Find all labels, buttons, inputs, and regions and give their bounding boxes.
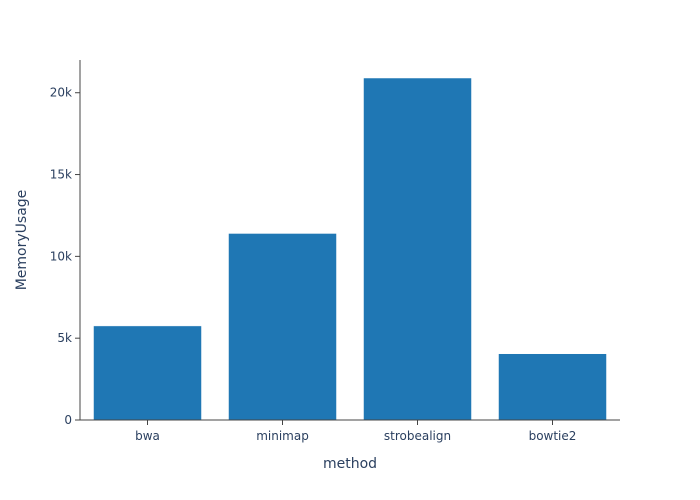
bar-strobealign bbox=[363, 77, 472, 421]
bar-bowtie2 bbox=[498, 353, 607, 421]
y-tick-label: 15k bbox=[50, 168, 72, 182]
bars-layer bbox=[93, 77, 607, 421]
y-tick-label: 5k bbox=[57, 331, 72, 345]
x-tick-label: strobealign bbox=[384, 429, 451, 443]
x-tick-label: bwa bbox=[135, 429, 160, 443]
y-axis-title: MemoryUsage bbox=[14, 190, 30, 291]
x-tick-label: minimap bbox=[256, 429, 309, 443]
bar-minimap bbox=[228, 233, 337, 421]
x-ticks: bwa minimap strobealign bowtie2 bbox=[135, 420, 576, 443]
x-tick-label: bowtie2 bbox=[529, 429, 577, 443]
y-tick-label: 10k bbox=[50, 249, 72, 263]
bar-bwa bbox=[93, 325, 202, 421]
y-tick-label: 20k bbox=[50, 86, 72, 100]
y-ticks: 0 5k 10k 15k 20k bbox=[50, 86, 80, 427]
x-axis-title: method bbox=[323, 456, 377, 472]
y-tick-label: 0 bbox=[64, 413, 72, 427]
